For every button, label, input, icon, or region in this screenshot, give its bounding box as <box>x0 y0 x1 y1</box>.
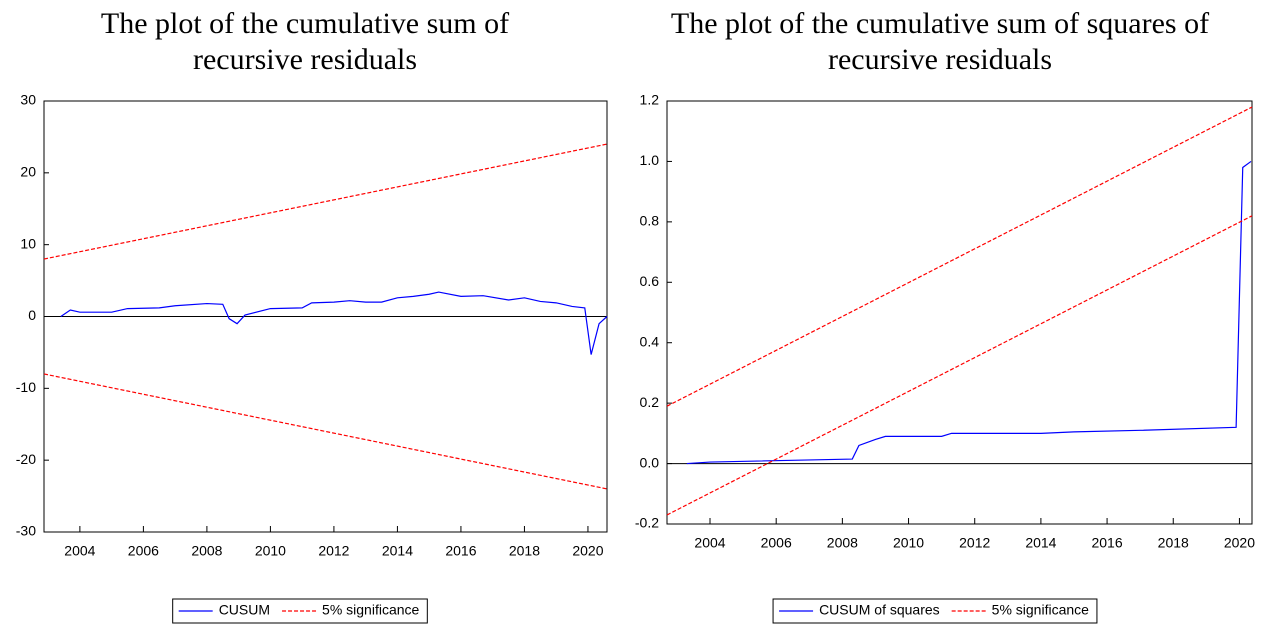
legend: CUSUM of squares 5% significance <box>772 598 1098 624</box>
x-tick-label: 2016 <box>1091 535 1122 551</box>
x-tick-label: 2012 <box>959 535 990 551</box>
y-tick-label: 30 <box>20 92 36 108</box>
chart: The plot of the cumulative sum of square… <box>635 7 1255 624</box>
x-tick-label: 2020 <box>1224 535 1255 551</box>
x-tick-label: 2012 <box>318 543 349 559</box>
y-tick-label: 0.6 <box>640 273 660 289</box>
legend-label: 5% significance <box>322 602 419 618</box>
legend-box <box>172 598 428 624</box>
x-tick-label: 2016 <box>445 543 476 559</box>
legend-label: CUSUM <box>219 602 270 618</box>
legend-box <box>772 598 1098 624</box>
x-tick-label: 2008 <box>827 535 858 551</box>
legend-label: CUSUM of squares <box>819 602 940 618</box>
x-tick-label: 2014 <box>1025 535 1056 551</box>
chart: The plot of the cumulative sum ofrecursi… <box>16 7 608 624</box>
x-tick-label: 2018 <box>509 543 540 559</box>
y-tick-label: -0.2 <box>635 515 659 531</box>
y-tick-label: -10 <box>16 379 36 395</box>
series-line <box>43 373 608 490</box>
x-tick-label: 2006 <box>128 543 159 559</box>
y-tick-label: 0 <box>28 307 36 323</box>
legend: CUSUM 5% significance <box>172 598 428 624</box>
y-tick-label: 0.8 <box>640 213 660 229</box>
plot-frame <box>666 100 1253 525</box>
x-tick-label: 2014 <box>382 543 413 559</box>
y-tick-label: 20 <box>20 164 36 180</box>
x-tick-label: 2006 <box>761 535 792 551</box>
y-tick-label: -20 <box>16 451 36 467</box>
y-tick-label: -30 <box>16 523 36 539</box>
chart-title: recursive residuals <box>828 43 1052 76</box>
x-tick-label: 2004 <box>694 535 725 551</box>
y-tick-label: 0.2 <box>640 394 660 410</box>
x-tick-label: 2004 <box>64 543 95 559</box>
x-tick-label: 2018 <box>1158 535 1189 551</box>
x-tick-label: 2008 <box>191 543 222 559</box>
y-tick-label: 0.4 <box>640 333 660 349</box>
legend-label: 5% significance <box>992 602 1089 618</box>
y-tick-label: 0.0 <box>640 454 660 470</box>
series-line <box>43 143 608 260</box>
y-tick-label: 1.2 <box>640 92 660 108</box>
chart-title: The plot of the cumulative sum of square… <box>671 7 1209 40</box>
series-line <box>666 215 1253 516</box>
y-tick-label: 10 <box>20 235 36 251</box>
series-line <box>60 291 608 355</box>
chart-title: recursive residuals <box>193 43 417 76</box>
series-line <box>686 160 1252 465</box>
x-tick-label: 2010 <box>893 535 924 551</box>
x-tick-label: 2020 <box>572 543 603 559</box>
series-line <box>666 106 1253 407</box>
x-tick-label: 2010 <box>255 543 286 559</box>
y-tick-label: 1.0 <box>640 152 660 168</box>
chart-title: The plot of the cumulative sum of <box>101 7 509 40</box>
